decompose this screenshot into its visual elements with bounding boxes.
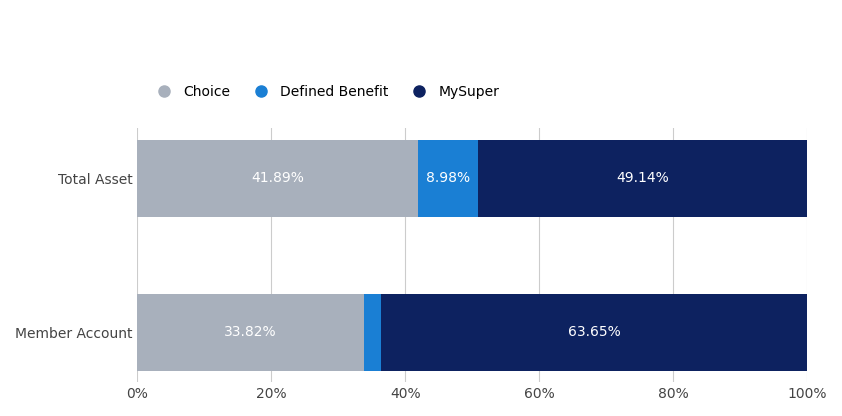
Bar [364, 294, 381, 371]
Text: 63.65%: 63.65% [568, 325, 621, 339]
Bar [418, 140, 478, 217]
Bar [137, 140, 418, 217]
Text: 33.82%: 33.82% [224, 325, 277, 339]
Bar [137, 294, 364, 371]
Text: 8.98%: 8.98% [426, 171, 470, 186]
Text: 49.14%: 49.14% [616, 171, 669, 186]
Legend: Choice, Defined Benefit, MySuper: Choice, Defined Benefit, MySuper [144, 79, 505, 105]
Bar [381, 294, 807, 371]
Text: 41.89%: 41.89% [251, 171, 304, 186]
Bar [478, 140, 807, 217]
